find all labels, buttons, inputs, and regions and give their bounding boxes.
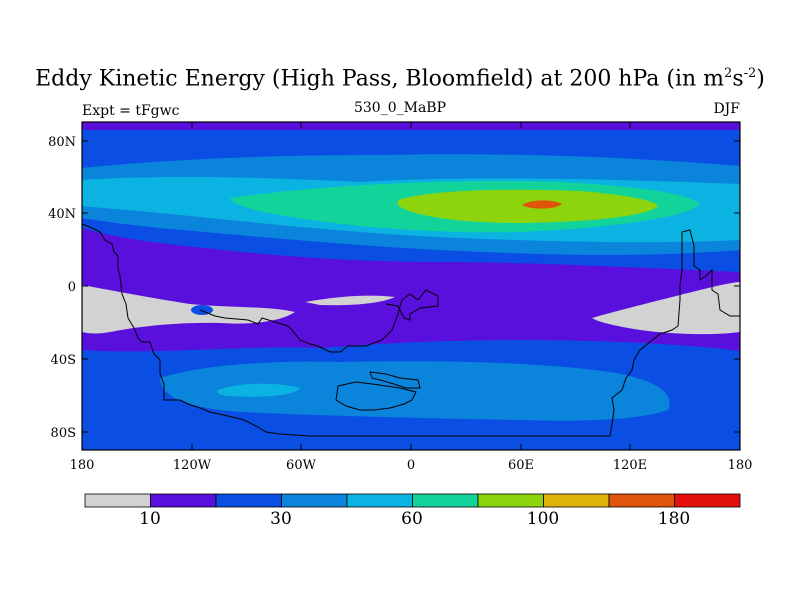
outline-america <box>81 223 740 437</box>
lat-label-80n: 80N <box>48 135 76 150</box>
colorbar-label-30: 30 <box>270 509 292 529</box>
colorbar-swatch <box>674 493 741 508</box>
lon-label-120e: 120E <box>613 458 647 473</box>
colorbar-label-100: 100 <box>527 509 559 529</box>
colorbar-label-60: 60 <box>401 509 423 529</box>
lon-label-60e: 60E <box>508 458 534 473</box>
lon-label-0: 0 <box>407 458 415 473</box>
colorbar-swatch <box>84 493 151 508</box>
colorbar-swatch <box>346 493 413 508</box>
colorbar-swatch <box>543 493 610 508</box>
axis-ticks <box>81 122 741 450</box>
colorbar <box>84 493 741 508</box>
lon-label-120w: 120W <box>173 458 212 473</box>
colorbar-label-180: 180 <box>658 509 690 529</box>
lon-label-180e: 180 <box>728 458 753 473</box>
sh-band-medblue <box>160 361 670 421</box>
lat-label-80s: 80S <box>51 426 76 441</box>
run-label: 530_0_MaBP <box>353 100 447 116</box>
continent-outlines <box>81 223 740 437</box>
lat-label-40s: 40S <box>51 353 76 368</box>
colorbar-swatch <box>608 493 675 508</box>
tropical-gray-west <box>82 285 295 334</box>
season-label: DJF <box>713 101 740 117</box>
colorbar-label-10: 10 <box>139 509 161 529</box>
lon-label-180w: 180 <box>70 458 95 473</box>
lon-label-60w: 60W <box>286 458 317 473</box>
map-title: Eddy Kinetic Energy (High Pass, Bloomfie… <box>35 66 765 92</box>
outline-antarctic <box>335 381 417 411</box>
colorbar-swatch <box>150 493 217 508</box>
tropical-gray-east <box>592 282 740 335</box>
experiment-label: Expt = tFgwc <box>82 103 180 119</box>
tropical-gray-mid <box>305 295 395 306</box>
outline-africa <box>199 289 439 353</box>
colorbar-swatch <box>412 493 479 508</box>
colorbar-swatch <box>215 493 282 508</box>
sh-band-lightblue <box>217 383 300 397</box>
contour-field <box>82 122 740 450</box>
nh-jet-orange <box>522 200 562 209</box>
colorbar-swatch <box>477 493 544 508</box>
lat-label-40n: 40N <box>48 207 76 222</box>
colorbar-swatch <box>281 493 348 508</box>
outline-antarctic-2 <box>369 371 421 389</box>
lat-label-eq: 0 <box>68 280 76 295</box>
